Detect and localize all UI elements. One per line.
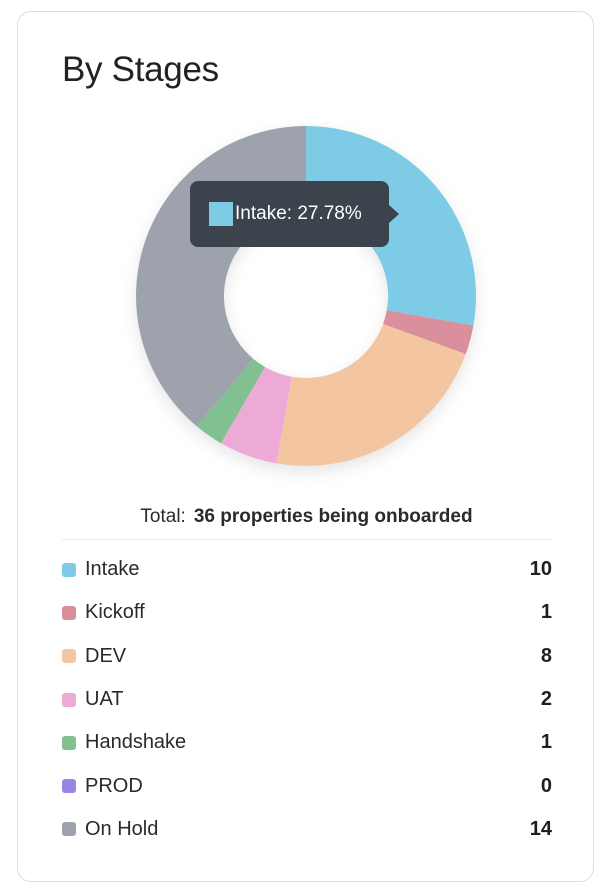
legend-label: Intake [85,558,140,581]
legend-swatch [62,649,76,664]
slice-intake[interactable] [306,126,476,326]
chart-tooltip: Intake: 27.78% [190,181,399,247]
legend-item-dev[interactable]: DEV 8 [62,635,552,678]
legend-label: UAT [85,688,124,711]
legend-swatch [62,822,76,837]
total-label: Total: [140,506,186,527]
legend-item-kickoff[interactable]: Kickoff 1 [62,591,552,634]
legend-item-prod[interactable]: PROD 0 [62,764,552,807]
legend-label: PROD [85,774,143,797]
donut-chart: Intake: 27.78% [18,12,595,532]
tooltip-text: Intake: 27.78% [235,203,362,224]
slice-kickoff[interactable] [383,310,474,355]
slice-handshake[interactable] [196,358,265,444]
legend-value: 14 [529,817,552,840]
donut-chart-svg [135,126,476,466]
legend-item-on-hold[interactable]: On Hold 14 [62,808,552,851]
total-summary: Total: 36 properties being onboarded [18,506,595,528]
slice-uat[interactable] [221,367,292,464]
by-stages-card: By Stages Intake: 27.78% Total: 36 proper… [17,11,594,882]
divider [62,539,552,540]
legend-item-intake[interactable]: Intake 10 [62,548,552,591]
legend-value: 1 [540,601,552,624]
card-title: By Stages [62,50,219,89]
slice-dev[interactable] [276,324,466,466]
legend-swatch [62,779,76,794]
total-value: 36 properties being onboarded [193,506,473,527]
tooltip-swatch [209,202,233,226]
legend-value: 10 [529,558,552,581]
legend-swatch [62,735,76,750]
legend-value: 8 [540,644,552,667]
legend-label: On Hold [85,817,159,840]
legend: Intake 10 Kickoff 1 DEV 8 UAT 2 Handshak… [62,548,552,851]
legend-swatch [62,692,76,707]
legend-item-uat[interactable]: UAT 2 [62,678,552,721]
legend-label: Kickoff [85,601,145,624]
legend-value: 0 [540,774,552,797]
legend-swatch [62,562,76,577]
legend-item-handshake[interactable]: Handshake 1 [62,721,552,764]
legend-value: 1 [540,731,552,754]
legend-value: 2 [540,688,552,711]
legend-label: DEV [85,644,127,667]
legend-label: Handshake [85,731,187,754]
legend-swatch [62,605,76,620]
